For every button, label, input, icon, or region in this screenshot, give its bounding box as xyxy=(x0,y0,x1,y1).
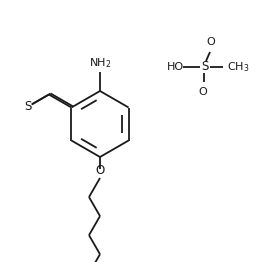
Text: NH$_2$: NH$_2$ xyxy=(89,56,111,70)
Text: S: S xyxy=(24,100,32,113)
Text: CH$_3$: CH$_3$ xyxy=(227,60,249,74)
Text: S: S xyxy=(201,61,209,74)
Text: O: O xyxy=(199,87,207,97)
Text: HO: HO xyxy=(167,62,184,72)
Text: O: O xyxy=(95,165,105,177)
Text: O: O xyxy=(207,37,215,47)
